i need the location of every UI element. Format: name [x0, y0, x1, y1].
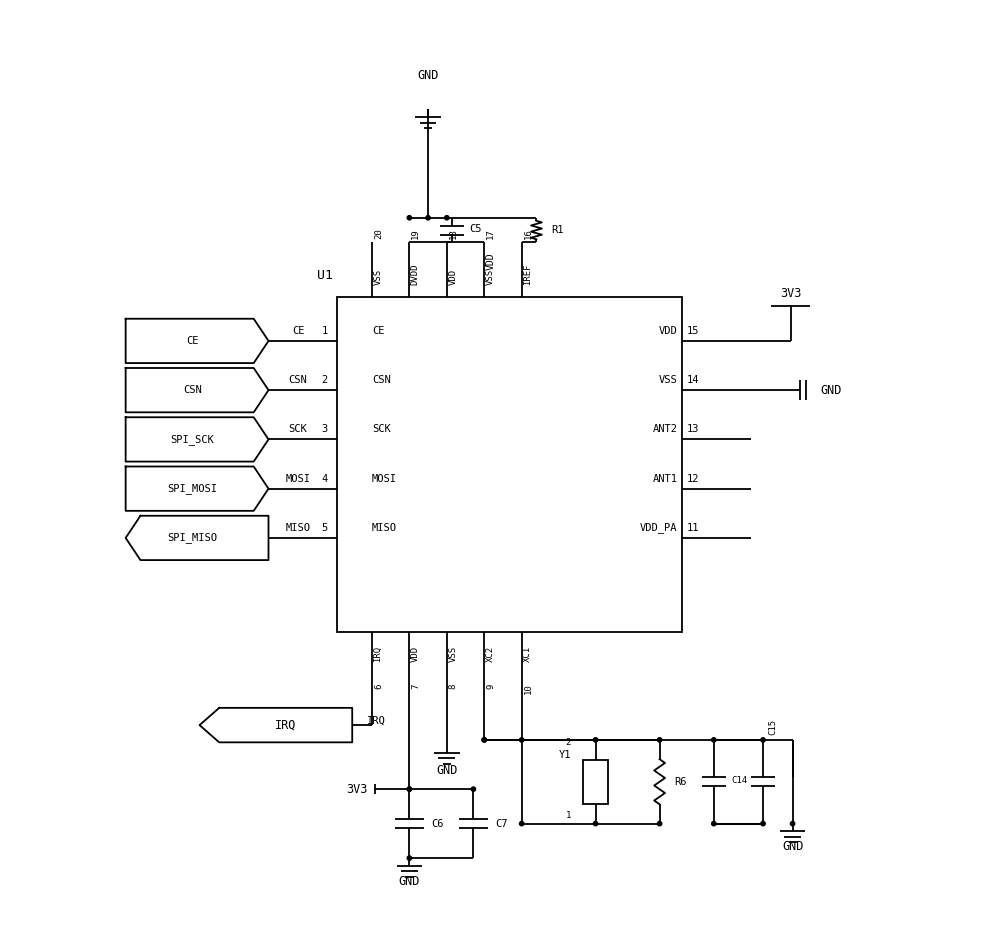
Text: SCK: SCK	[289, 424, 307, 434]
Text: 3V3: 3V3	[347, 783, 368, 796]
Text: 20: 20	[374, 229, 383, 239]
Text: 2: 2	[321, 375, 328, 385]
Circle shape	[712, 738, 716, 742]
Text: 3V3: 3V3	[780, 287, 801, 300]
Text: VSS: VSS	[373, 269, 382, 285]
Text: 17: 17	[486, 229, 495, 239]
Text: ANT2: ANT2	[652, 424, 677, 434]
Text: MISO: MISO	[372, 523, 397, 533]
Text: CSN: CSN	[372, 375, 391, 385]
Text: VDD: VDD	[486, 252, 496, 270]
Text: 7: 7	[411, 684, 420, 689]
Circle shape	[593, 821, 598, 826]
Text: MOSI: MOSI	[372, 474, 397, 484]
Text: GND: GND	[417, 69, 439, 82]
Text: CE: CE	[186, 336, 198, 346]
Text: C7: C7	[495, 818, 508, 828]
Text: VDD: VDD	[411, 646, 420, 662]
Text: U1: U1	[317, 269, 333, 282]
Circle shape	[657, 821, 662, 826]
Text: CE: CE	[372, 326, 384, 336]
Text: 19: 19	[411, 229, 420, 239]
Text: CSN: CSN	[183, 385, 202, 395]
Text: 14: 14	[687, 375, 700, 385]
Text: 1: 1	[321, 326, 328, 336]
Text: 15: 15	[687, 326, 700, 336]
Circle shape	[761, 821, 765, 826]
Text: VSS: VSS	[659, 375, 677, 385]
Text: XC1: XC1	[523, 646, 532, 662]
Text: 11: 11	[687, 523, 700, 533]
Circle shape	[712, 821, 716, 826]
Text: MOSI: MOSI	[286, 474, 311, 484]
Circle shape	[407, 787, 412, 791]
Text: 16: 16	[524, 229, 533, 239]
Circle shape	[593, 738, 598, 742]
Text: VDD: VDD	[448, 269, 457, 285]
Text: 10: 10	[524, 684, 533, 695]
Circle shape	[482, 738, 486, 742]
Circle shape	[426, 216, 430, 219]
Text: Y1: Y1	[558, 750, 571, 759]
Circle shape	[520, 821, 524, 826]
Text: SCK: SCK	[372, 424, 391, 434]
Text: 5: 5	[321, 523, 328, 533]
Bar	[583, 759, 608, 804]
Text: SPI_MOSI: SPI_MOSI	[167, 483, 217, 494]
Text: IRQ: IRQ	[373, 646, 382, 662]
Text: SPI_SCK: SPI_SCK	[170, 434, 214, 445]
Text: CSN: CSN	[289, 375, 307, 385]
Text: 1: 1	[566, 812, 571, 820]
Circle shape	[482, 738, 486, 742]
Text: R6: R6	[674, 777, 687, 786]
Text: VDD_PA: VDD_PA	[640, 522, 677, 533]
Text: 2: 2	[566, 739, 571, 747]
Circle shape	[471, 787, 476, 791]
Text: VSS: VSS	[486, 269, 495, 285]
Text: IRQ: IRQ	[367, 716, 386, 726]
Circle shape	[407, 216, 412, 219]
Text: GND: GND	[436, 764, 457, 777]
Text: XC2: XC2	[486, 646, 495, 662]
Text: ANT1: ANT1	[652, 474, 677, 484]
Circle shape	[407, 856, 412, 860]
Text: R1: R1	[551, 225, 564, 235]
Text: DVDD: DVDD	[411, 263, 420, 285]
Text: 8: 8	[449, 684, 458, 689]
Circle shape	[520, 738, 524, 742]
Circle shape	[790, 821, 795, 826]
Text: 4: 4	[321, 474, 328, 484]
Text: 18: 18	[449, 229, 458, 239]
Text: C15: C15	[768, 719, 777, 735]
Text: GND: GND	[399, 874, 420, 887]
Text: CE: CE	[292, 326, 304, 336]
Circle shape	[657, 738, 662, 742]
Text: MISO: MISO	[286, 523, 311, 533]
Text: 13: 13	[687, 424, 700, 434]
Text: C6: C6	[431, 818, 444, 828]
Circle shape	[407, 787, 412, 791]
Text: 12: 12	[687, 474, 700, 484]
Text: GND: GND	[820, 384, 842, 397]
Text: 9: 9	[486, 684, 495, 689]
Text: 6: 6	[374, 684, 383, 689]
Text: GND: GND	[782, 841, 803, 853]
Text: IRQ: IRQ	[275, 718, 296, 731]
Bar	[337, 297, 682, 631]
Text: SPI_MISO: SPI_MISO	[167, 532, 217, 544]
Text: VSS: VSS	[448, 646, 457, 662]
Text: IREF: IREF	[523, 263, 532, 285]
Text: VDD: VDD	[659, 326, 677, 336]
Text: 3: 3	[321, 424, 328, 434]
Text: C14: C14	[732, 776, 748, 785]
Circle shape	[445, 216, 449, 219]
Text: C5: C5	[469, 224, 482, 234]
Circle shape	[761, 738, 765, 742]
